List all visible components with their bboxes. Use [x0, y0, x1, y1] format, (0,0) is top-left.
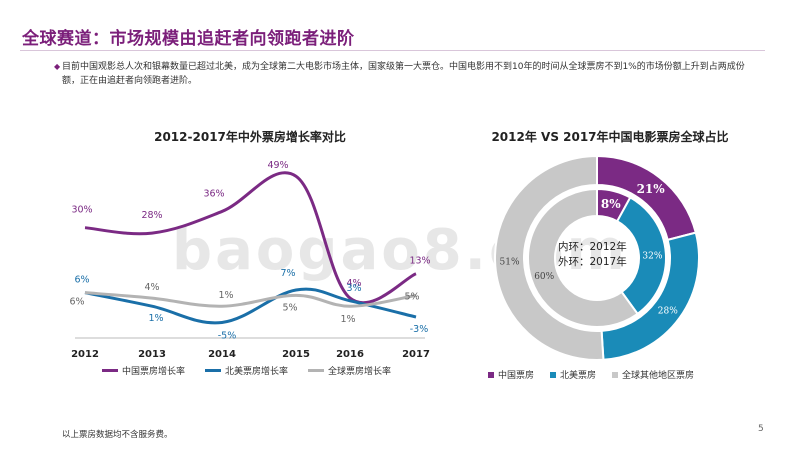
donut-center-label: 内环：2012年 外环：2017年 [558, 240, 627, 270]
donut-slice-inner-2 [527, 187, 639, 328]
diamond-bullet-icon: ◆ [54, 62, 61, 71]
data-label: -3% [410, 324, 429, 335]
series-line-1 [84, 287, 417, 325]
page-title: 全球赛道：市场规模由追赶者向领跑者进阶 [22, 29, 355, 49]
donut-slice-label: 51% [500, 258, 520, 268]
donut-slice-label: 21% [637, 182, 666, 196]
series-line-2 [84, 291, 417, 308]
legend-item-north-america: 北美票房增长率 [205, 364, 288, 377]
legend-item-china: 中国票房增长率 [102, 364, 185, 377]
data-label: 5% [282, 302, 297, 313]
donut-legend-swatch-other [612, 371, 619, 378]
x-tick-label: 2015 [282, 349, 310, 360]
donut-slice-label: 28% [658, 306, 678, 316]
data-label: 4% [346, 278, 361, 289]
footnote: 以上票房数据均不含服务费。 [62, 430, 173, 440]
data-label: 1% [218, 290, 233, 301]
legend-swatch-global [308, 369, 325, 372]
x-tick-label: 2017 [402, 349, 430, 360]
donut-chart-title: 2012年 VS 2017年中国电影票房全球占比 [491, 130, 729, 144]
data-label: 28% [141, 210, 162, 221]
donut-legend-swatch-north-america [550, 371, 557, 378]
donut-legend-item-china: 中国票房 [488, 368, 534, 381]
donut-legend-item-north-america: 北美票房 [550, 368, 596, 381]
donut-legend-label-north-america: 北美票房 [560, 371, 597, 381]
donut-slice-label: 8% [601, 197, 621, 211]
legend-swatch-north-america [205, 369, 222, 372]
donut-legend-swatch-china [488, 371, 494, 378]
legend-swatch-china [102, 369, 118, 372]
donut-legend-label-china: 中国票房 [498, 371, 535, 381]
x-tick-label: 2016 [336, 349, 364, 360]
donut-legend-item-other: 全球其他地区票房 [612, 368, 694, 381]
data-label: 30% [71, 205, 92, 216]
summary-text: 目前中国观影总人次和银幕数量已超过北美，成为全球第二大电影市场主体，国家级第一大… [62, 62, 745, 86]
donut-slice-outer-2 [494, 154, 605, 361]
data-label: 49% [267, 160, 288, 171]
page-number: 5 [758, 424, 764, 434]
donut-slice-label: 60% [534, 272, 554, 282]
data-label: 7% [280, 268, 295, 279]
donut-slice-label: 32% [642, 252, 662, 262]
data-label: 1% [340, 314, 355, 325]
x-tick-label: 2014 [208, 349, 236, 360]
legend-label-china: 中国票房增长率 [122, 367, 186, 377]
legend-label-north-america: 北美票房增长率 [225, 367, 289, 377]
data-label: 1% [148, 313, 163, 324]
donut-legend-label-other: 全球其他地区票房 [622, 371, 695, 381]
data-label: 3% [346, 283, 361, 294]
donut-slice-inner-1 [615, 196, 667, 316]
line-chart-legend: 中国票房增长率 北美票房增长率 全球票房增长率 [102, 364, 391, 377]
summary-bullet: ◆ 目前中国观影总人次和银幕数量已超过北美，成为全球第二大电影市场主体，国家级第… [54, 60, 752, 88]
data-label: 6% [74, 275, 89, 286]
legend-item-global: 全球票房增长率 [308, 364, 391, 377]
donut-chart-legend: 中国票房 北美票房 全球其他地区票房 [488, 368, 694, 381]
outer-ring-label: 外环：2017年 [558, 256, 627, 268]
data-label: 5% [404, 291, 419, 302]
data-label: 36% [203, 188, 224, 199]
x-tick-label: 2012 [71, 349, 99, 360]
inner-ring-label: 内环：2012年 [558, 241, 627, 253]
data-label: 6% [69, 297, 84, 308]
data-label: 4% [144, 282, 159, 293]
title-divider [20, 50, 765, 51]
data-label: -5% [218, 330, 237, 341]
x-tick-label: 2013 [138, 349, 166, 360]
line-chart-title: 2012-2017年中外票房增长率对比 [154, 130, 346, 144]
series-line-0 [84, 171, 417, 305]
legend-label-global: 全球票房增长率 [328, 367, 392, 377]
data-label: 13% [409, 256, 430, 267]
